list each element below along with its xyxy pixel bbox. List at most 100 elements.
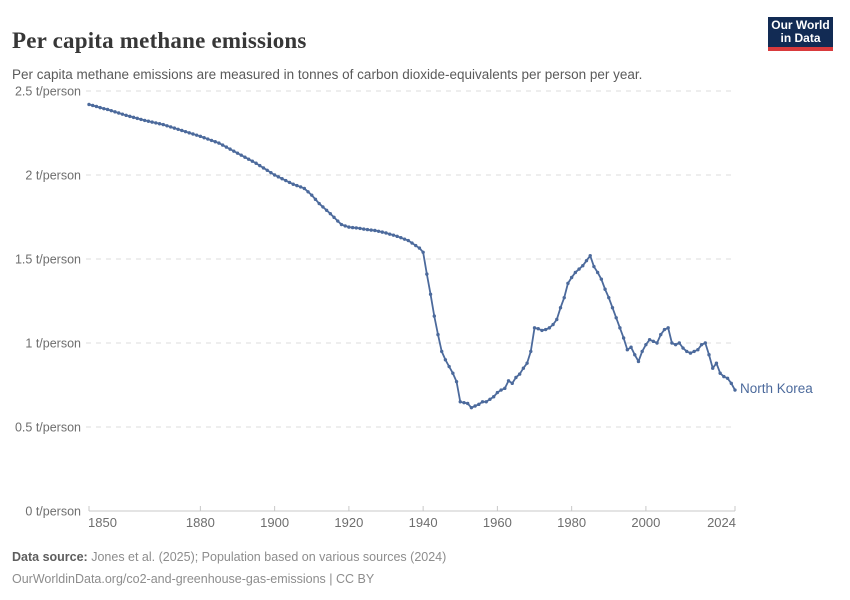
data-point-marker [310, 193, 314, 197]
data-point-marker [432, 314, 436, 318]
owid-logo-line2: in Data [780, 31, 821, 45]
data-point-marker [421, 250, 425, 254]
data-point-marker [217, 141, 221, 145]
data-point-marker [354, 226, 359, 230]
data-point-marker [521, 366, 526, 370]
data-point-marker [625, 348, 630, 352]
data-point-marker [187, 131, 191, 135]
data-point-marker [246, 157, 251, 161]
data-point-marker [573, 270, 578, 275]
data-point-marker [254, 161, 258, 165]
data-point-marker [220, 143, 225, 147]
data-point-marker [614, 316, 618, 320]
data-point-marker [198, 134, 203, 139]
data-point-marker [165, 124, 169, 128]
data-point-marker [733, 388, 737, 392]
data-point-marker [711, 366, 715, 370]
data-point-marker [109, 108, 113, 113]
chart-footer: Data source: Jones et al. (2025); Popula… [12, 546, 446, 590]
data-point-marker [350, 225, 355, 230]
data-point-marker [332, 215, 336, 220]
data-point-marker [447, 364, 451, 369]
license-line: OurWorldinData.org/co2-and-greenhouse-ga… [12, 572, 375, 586]
y-axis-tick-label: 2 t/person [25, 168, 81, 182]
chart-subtitle: Per capita methane emissions are measure… [12, 66, 643, 82]
data-point-marker [551, 322, 555, 327]
data-point-marker [725, 376, 730, 380]
data-point-marker [629, 345, 633, 349]
data-point-marker [105, 107, 110, 112]
data-point-marker [659, 332, 663, 337]
data-point-marker [662, 327, 667, 332]
data-point-marker [532, 326, 537, 330]
data-point-marker [395, 234, 399, 239]
data-point-marker [324, 208, 329, 212]
data-source-line: Data source: Jones et al. (2025); Popula… [12, 546, 446, 568]
data-point-marker [644, 342, 648, 347]
data-point-marker [180, 128, 184, 133]
data-point-marker [142, 118, 147, 123]
data-point-marker [94, 104, 99, 109]
x-axis-tick-label: 1960 [483, 515, 512, 530]
data-point-marker [454, 379, 459, 384]
data-point-marker [621, 336, 626, 340]
data-point-marker [425, 272, 429, 276]
data-point-marker [529, 349, 533, 354]
data-point-marker [699, 342, 704, 347]
data-point-marker [384, 231, 388, 235]
data-point-marker [681, 346, 685, 350]
data-point-marker [235, 151, 240, 155]
data-point-marker [688, 351, 693, 355]
data-point-marker [707, 353, 711, 357]
data-point-marker [577, 267, 581, 271]
data-point-marker [406, 238, 410, 243]
data-point-marker [87, 102, 91, 107]
data-point-marker [243, 155, 247, 159]
data-point-marker [339, 222, 344, 227]
data-point-marker [603, 287, 607, 291]
data-point-marker [696, 348, 700, 352]
data-point-marker [213, 140, 217, 144]
data-point-marker [362, 227, 366, 231]
data-point-marker [391, 233, 396, 237]
data-point-marker [714, 361, 719, 365]
data-point-marker [206, 137, 210, 141]
data-point-marker [462, 400, 466, 405]
data-point-marker [376, 229, 381, 233]
data-point-marker [640, 349, 644, 354]
data-point-marker [98, 105, 102, 110]
data-point-marker [183, 129, 188, 134]
data-point-marker [473, 404, 477, 408]
data-point-marker [569, 275, 574, 280]
data-point-marker [336, 219, 340, 223]
data-point-marker [480, 400, 485, 404]
data-point-marker [503, 386, 507, 391]
data-point-marker [369, 228, 373, 232]
data-point-marker [506, 379, 511, 383]
data-point-marker [525, 361, 529, 365]
data-point-marker [239, 153, 243, 157]
data-point-marker [636, 359, 641, 364]
x-axis-tick-label: 2000 [631, 515, 660, 530]
data-point-marker [157, 122, 162, 126]
data-point-marker [729, 381, 733, 386]
data-point-marker [618, 326, 622, 330]
y-axis-tick-label: 0 t/person [25, 504, 81, 518]
data-point-marker [191, 132, 195, 136]
data-point-marker [224, 145, 229, 149]
data-point-marker [209, 138, 214, 143]
data-point-marker [328, 211, 333, 216]
y-axis-tick-label: 0.5 t/person [15, 420, 81, 434]
data-point-marker [428, 292, 433, 296]
data-point-marker [272, 173, 277, 177]
data-point-marker [146, 119, 151, 123]
data-point-marker [666, 326, 670, 330]
data-point-marker [172, 126, 177, 130]
data-point-marker [347, 225, 351, 229]
data-point-marker [295, 183, 299, 188]
data-point-marker [365, 227, 370, 232]
data-point-marker [131, 115, 136, 120]
owid-logo-line1: Our World [771, 18, 830, 32]
